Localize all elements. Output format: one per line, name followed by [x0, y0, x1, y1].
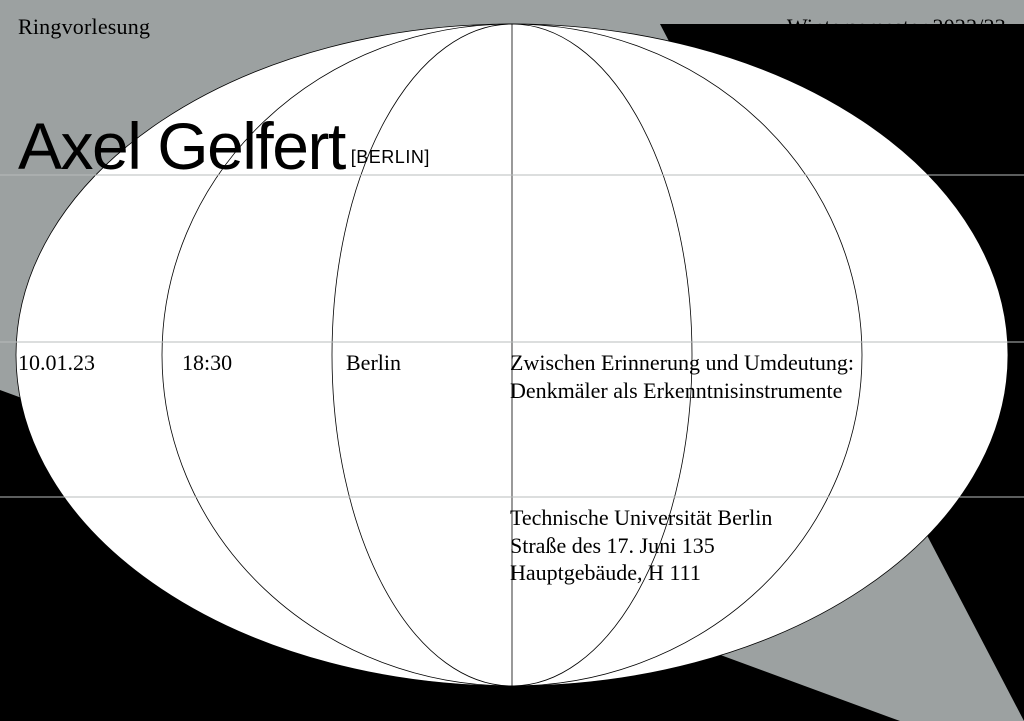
venue-line3: Hauptgebäude, H 111 — [510, 560, 701, 585]
event-title: Zwischen Erinnerung und Umdeutung: Denkm… — [510, 349, 1006, 404]
event-date: 10.01.23 — [18, 349, 182, 404]
header-left: Ringvorlesung — [18, 14, 150, 40]
speaker-block: Axel Gelfert [BERLIN] — [18, 108, 430, 184]
speaker-name: Axel Gelfert — [18, 109, 345, 183]
venue-block: Technische Universität Berlin Straße des… — [510, 504, 1006, 587]
event-title-line1: Zwischen Erinnerung und Umdeutung: — [510, 350, 854, 375]
header-row: Ringvorlesung Wintersemester 2022/23 — [18, 14, 1006, 40]
event-time: 18:30 — [182, 349, 346, 404]
event-row: 10.01.23 18:30 Berlin Zwischen Erinnerun… — [18, 349, 1006, 404]
venue-line1: Technische Universität Berlin — [510, 505, 772, 530]
speaker-affiliation: [BERLIN] — [351, 147, 430, 167]
header-right: Wintersemester 2022/23 — [787, 14, 1006, 40]
venue-line2: Straße des 17. Juni 135 — [510, 533, 715, 558]
event-city: Berlin — [346, 349, 510, 404]
event-title-line2: Denkmäler als Erkenntnisinstrumente — [510, 378, 842, 403]
poster: Ringvorlesung Wintersemester 2022/23 Axe… — [0, 0, 1024, 721]
